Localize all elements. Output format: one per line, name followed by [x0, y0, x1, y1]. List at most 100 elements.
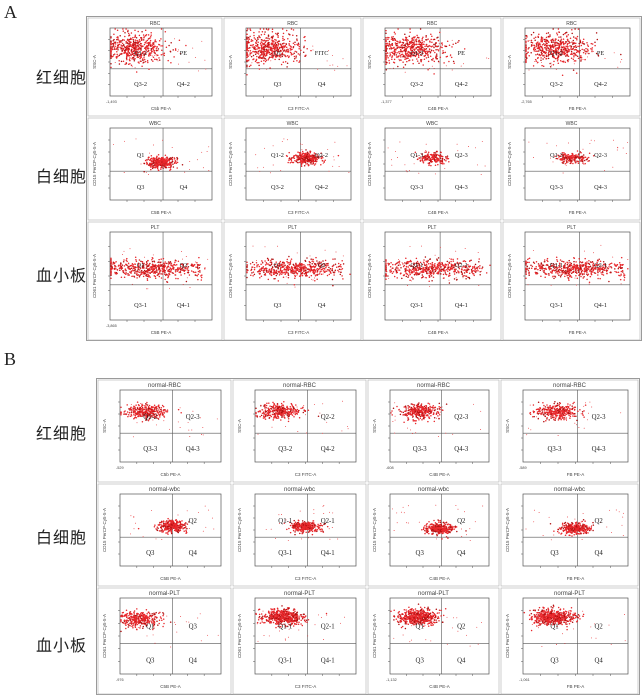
data-point	[427, 60, 430, 63]
data-point	[292, 46, 295, 48]
data-point	[126, 47, 128, 49]
data-point	[247, 49, 250, 52]
outlier-point	[573, 63, 575, 65]
data-point	[115, 260, 117, 263]
data-point	[164, 265, 166, 268]
data-point	[246, 266, 248, 268]
data-point	[540, 57, 542, 59]
data-point	[573, 154, 576, 157]
data-point	[385, 47, 387, 49]
data-point	[281, 52, 283, 55]
x-axis-label: C3 FITC-A	[288, 106, 310, 111]
data-point	[411, 37, 413, 40]
data-point	[576, 150, 579, 152]
data-point	[441, 261, 443, 264]
data-point	[418, 46, 420, 49]
data-point	[164, 278, 166, 281]
data-point	[581, 159, 583, 162]
data-point	[136, 277, 138, 279]
data-point	[259, 50, 262, 52]
data-point	[555, 38, 557, 40]
data-point	[147, 49, 150, 52]
data-point	[299, 153, 301, 155]
data-point	[577, 28, 580, 30]
data-point	[293, 272, 295, 275]
outlier-point	[398, 60, 400, 62]
data-point	[255, 40, 258, 42]
data-point	[297, 158, 300, 161]
data-point	[116, 38, 118, 41]
outlier-point	[332, 64, 334, 66]
data-point	[137, 53, 139, 56]
data-point	[122, 38, 124, 41]
data-point	[424, 48, 427, 51]
data-point	[293, 283, 296, 286]
data-point	[110, 40, 112, 42]
data-point	[262, 47, 265, 50]
outlier-point	[139, 47, 141, 49]
data-point	[306, 151, 309, 154]
data-point	[314, 263, 317, 265]
data-point	[112, 55, 114, 58]
data-point	[310, 258, 312, 260]
data-point	[582, 154, 585, 156]
data-point	[427, 51, 429, 54]
data-point	[152, 45, 155, 48]
panel-border	[223, 221, 362, 341]
data-point	[479, 273, 481, 276]
data-point	[389, 48, 391, 50]
data-point	[267, 35, 270, 37]
data-point	[136, 51, 138, 53]
data-point	[552, 41, 554, 43]
data-point	[310, 155, 313, 158]
data-point	[126, 257, 128, 260]
data-point	[465, 275, 467, 277]
data-point	[164, 40, 167, 42]
data-point	[250, 274, 252, 277]
data-point	[406, 42, 409, 45]
data-point	[294, 159, 296, 162]
y-axis-label: CD61 PerCP-Cy5-5-A	[367, 254, 372, 298]
data-point	[256, 61, 259, 64]
data-point	[419, 159, 422, 161]
data-point	[313, 160, 315, 163]
outlier-point	[124, 140, 125, 142]
outlier-point	[204, 59, 206, 61]
section-a-frame	[86, 16, 642, 341]
data-point	[149, 41, 151, 43]
outlier-point	[128, 268, 130, 270]
data-point	[387, 38, 389, 41]
data-point	[533, 44, 536, 47]
data-point	[116, 51, 118, 53]
data-point	[271, 30, 274, 33]
data-point	[125, 57, 128, 60]
data-point	[535, 50, 537, 52]
data-point	[138, 43, 141, 46]
data-point	[174, 274, 176, 276]
data-point	[246, 28, 249, 30]
data-point	[562, 33, 565, 36]
data-point	[416, 43, 418, 46]
data-point	[342, 263, 345, 265]
quadrant-label: Q1	[137, 262, 145, 269]
data-point	[455, 271, 458, 274]
data-point	[324, 270, 326, 272]
data-point	[163, 264, 166, 266]
data-point	[403, 46, 406, 49]
data-point	[425, 157, 428, 160]
data-point	[260, 34, 263, 36]
data-point	[141, 58, 144, 60]
data-point	[428, 164, 430, 167]
data-point	[564, 162, 567, 165]
data-point	[395, 56, 398, 58]
outlier-point	[342, 58, 344, 60]
data-point	[132, 263, 134, 266]
data-point	[246, 33, 248, 35]
data-point	[411, 45, 413, 47]
data-point	[557, 62, 560, 64]
data-point	[162, 257, 165, 260]
data-point	[112, 44, 115, 46]
data-point	[149, 162, 151, 164]
data-point	[160, 273, 162, 275]
data-point	[110, 265, 112, 268]
